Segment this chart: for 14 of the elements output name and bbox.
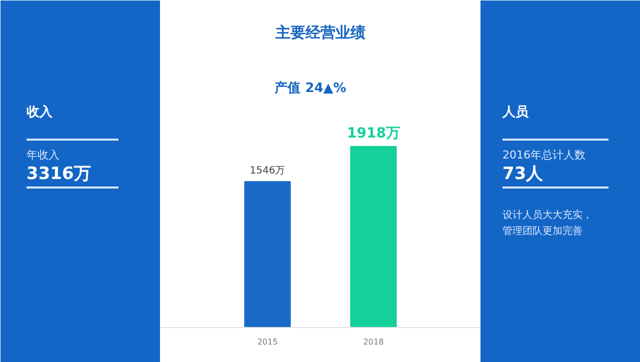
x-tick-label: 2015 — [257, 338, 278, 346]
chart-title: 主要经营业绩 — [274, 24, 366, 42]
text: 设计人员大大充实， — [502, 208, 592, 221]
text: 3316万 — [26, 164, 91, 184]
chart-subtitle: 产值 24▲% — [274, 80, 346, 96]
text: 收入 — [26, 104, 54, 120]
text: 年收入 — [26, 148, 60, 162]
text: 73人 — [502, 164, 544, 184]
data-label: 1546万 — [250, 166, 286, 177]
x-tick-label: 2018 — [363, 338, 384, 346]
text: 管理团队更加完善 — [502, 225, 582, 238]
text: 人员 — [502, 105, 530, 120]
text: 2016年总计人数 — [502, 148, 586, 162]
data-label: 1918万 — [347, 126, 400, 142]
